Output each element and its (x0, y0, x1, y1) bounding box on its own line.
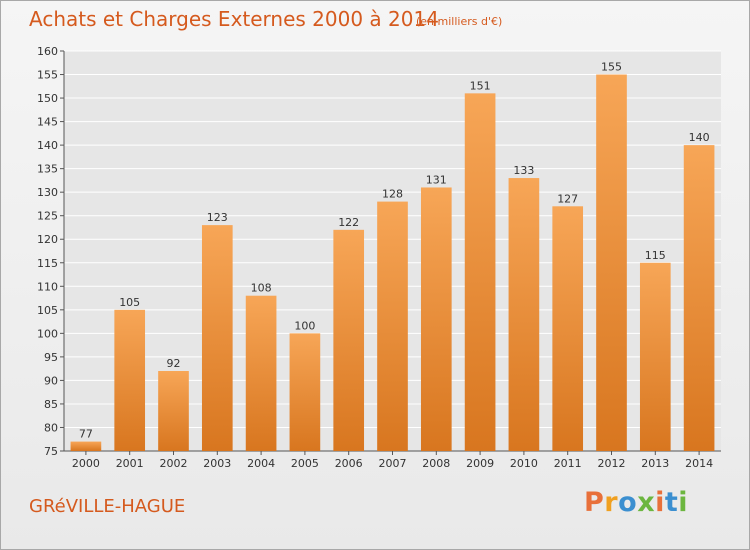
logo-letter: r (604, 487, 619, 518)
data-label-2000: 77 (79, 428, 93, 441)
y-tick-label: 100 (37, 327, 58, 340)
x-tick-label-2004: 2004 (247, 457, 275, 470)
commune-name: GRéVILLE-HAGUE (29, 496, 186, 517)
bar-2014 (683, 145, 715, 451)
x-tick-label-2008: 2008 (422, 457, 450, 470)
x-tick-label-2009: 2009 (466, 457, 494, 470)
x-tick-label-2006: 2006 (335, 457, 363, 470)
x-tick-label-2010: 2010 (510, 457, 538, 470)
logo-letter: o (618, 487, 638, 518)
data-label-2009: 151 (470, 79, 491, 92)
y-tick-label: 130 (37, 186, 58, 199)
proxiti-logo: Proxiti (584, 487, 688, 518)
data-label-2011: 127 (557, 192, 578, 205)
bar-2002 (158, 371, 189, 451)
x-tick-label-2001: 2001 (116, 457, 144, 470)
x-tick-label-2007: 2007 (379, 457, 407, 470)
y-tick-label: 125 (37, 210, 58, 223)
bar-2001 (114, 309, 146, 451)
x-tick-label-2013: 2013 (641, 457, 669, 470)
y-tick-label: 90 (44, 374, 58, 387)
bar-2011 (552, 206, 584, 451)
bar-2003 (201, 225, 233, 451)
data-label-2001: 105 (119, 296, 140, 309)
data-label-2008: 131 (426, 173, 447, 186)
chart-title: Achats et Charges Externes 2000 à 2014 (29, 7, 439, 31)
x-tick-label-2012: 2012 (598, 457, 626, 470)
bar-2009 (464, 93, 496, 452)
data-label-2005: 100 (294, 319, 315, 332)
bar-2000 (70, 441, 102, 451)
logo-letter: x (637, 487, 656, 518)
x-tick-label-2003: 2003 (203, 457, 231, 470)
logo-letter: t (664, 487, 679, 518)
data-label-2013: 115 (645, 249, 666, 262)
bar-2008 (420, 187, 452, 451)
data-label-2004: 108 (251, 282, 272, 295)
logo-letter: P (584, 487, 605, 518)
x-tick-label-2002: 2002 (160, 457, 188, 470)
bar-2006 (333, 229, 365, 451)
logo-letter: i (655, 487, 665, 518)
data-label-2002: 92 (167, 357, 181, 370)
y-tick-label: 140 (37, 139, 58, 152)
logo-letter: i (678, 487, 689, 518)
y-tick-label: 155 (37, 69, 58, 82)
y-tick-label: 120 (37, 233, 58, 246)
bar-2013 (639, 262, 671, 451)
x-tick-label-2014: 2014 (685, 457, 713, 470)
x-tick-label-2011: 2011 (554, 457, 582, 470)
y-tick-label: 135 (37, 163, 58, 176)
data-label-2014: 140 (689, 131, 710, 144)
x-tick-label-2000: 2000 (72, 457, 100, 470)
data-label-2007: 128 (382, 188, 403, 201)
y-tick-label: 80 (44, 421, 58, 434)
bar-2005 (289, 333, 321, 451)
y-tick-label: 105 (37, 304, 58, 317)
y-tick-label: 95 (44, 351, 58, 364)
bar-2004 (245, 295, 277, 451)
y-tick-label: 75 (44, 445, 58, 458)
data-label-2012: 155 (601, 61, 622, 74)
data-label-2010: 133 (513, 164, 534, 177)
chart-subtitle: (en milliers d'€) (416, 15, 503, 28)
y-tick-label: 115 (37, 257, 58, 270)
x-tick-label-2005: 2005 (291, 457, 319, 470)
y-tick-label: 160 (37, 45, 58, 58)
bar-2007 (377, 201, 408, 451)
bar-2012 (596, 74, 627, 451)
y-tick-label: 150 (37, 92, 58, 105)
bar-2010 (508, 178, 540, 451)
data-label-2003: 123 (207, 211, 228, 224)
y-tick-label: 145 (37, 116, 58, 129)
y-tick-label: 110 (37, 280, 58, 293)
data-label-2006: 122 (338, 216, 359, 229)
y-tick-label: 85 (44, 398, 58, 411)
